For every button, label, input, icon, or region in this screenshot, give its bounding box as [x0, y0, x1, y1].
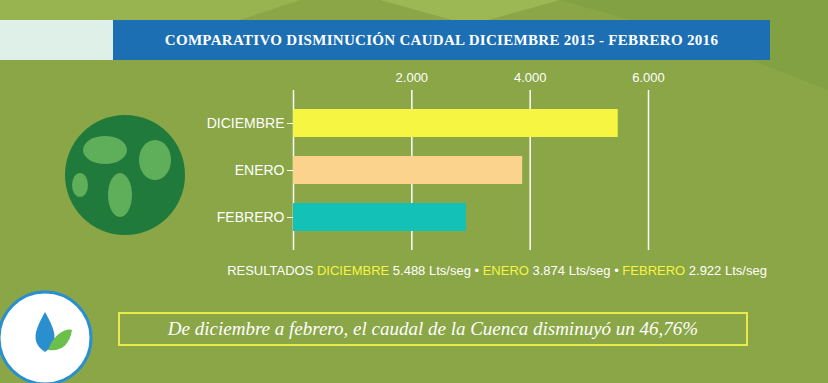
- svg-text:6.000: 6.000: [632, 70, 665, 85]
- html-text:RESULTADOS DICIEMBRE 5.488 Lts: RESULTADOS DICIEMBRE 5.488 Lts/seg • ENE…: [227, 263, 767, 278]
- svg-text:ENERO: ENERO: [235, 162, 285, 178]
- html-text:COMPARATIVO DISMINUCIÓN CAUDAL: COMPARATIVO DISMINUCIÓN CAUDAL DICIEMBRE…: [164, 31, 719, 48]
- svg-text:FEBRERO: FEBRERO: [217, 209, 285, 225]
- svg-text:DICIEMBRE: DICIEMBRE: [207, 115, 285, 131]
- svg-text:2.000: 2.000: [396, 70, 429, 85]
- svg-text:4.000: 4.000: [514, 70, 547, 85]
- html-text:De diciembre a febrero, el cau: De diciembre a febrero, el caudal de la …: [167, 318, 699, 339]
